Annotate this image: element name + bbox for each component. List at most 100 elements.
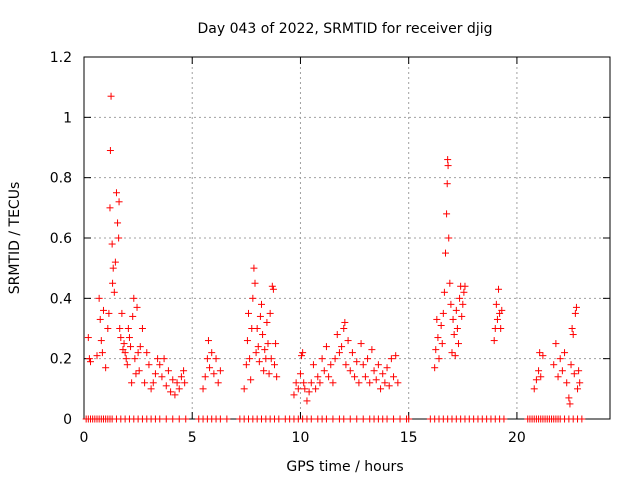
data-point <box>493 315 501 323</box>
y-tick-label: 0.6 <box>50 231 72 247</box>
data-point <box>570 370 578 378</box>
zero-data-point <box>396 415 404 423</box>
zero-data-point <box>578 415 586 423</box>
data-point <box>253 325 261 332</box>
data-point <box>340 325 348 332</box>
data-point <box>355 379 363 387</box>
zero-data-point <box>359 415 367 423</box>
data-point <box>459 300 467 308</box>
data-point <box>290 391 298 399</box>
zero-data-point <box>175 415 183 423</box>
data-point <box>129 312 137 320</box>
data-point <box>318 355 326 363</box>
data-point <box>300 379 308 387</box>
data-point <box>348 349 356 357</box>
data-point <box>96 315 104 323</box>
data-point <box>359 361 367 369</box>
zero-data-point <box>275 415 283 423</box>
data-point <box>451 352 459 360</box>
data-point <box>329 379 337 387</box>
data-point <box>361 373 369 381</box>
data-point <box>327 361 335 369</box>
zero-data-point <box>322 415 330 423</box>
data-point <box>116 325 124 332</box>
data-point <box>173 379 181 387</box>
data-point <box>216 367 224 375</box>
zero-data-point <box>216 415 224 423</box>
y-tick-label: 1 <box>63 110 72 126</box>
data-point <box>256 312 264 320</box>
data-point <box>366 379 374 387</box>
data-point <box>341 318 349 326</box>
axis-ticks: 0 0.2 0.4 0.6 0.8 1 1.2 0 5 10 15 20 <box>50 50 610 446</box>
data-point <box>133 303 141 311</box>
zero-data-point <box>346 415 354 423</box>
data-point <box>264 340 272 348</box>
data-point <box>204 337 212 345</box>
data-point <box>565 394 573 402</box>
data-point <box>177 373 185 381</box>
data-point <box>322 343 330 351</box>
data-point <box>539 352 547 360</box>
zero-data-point <box>169 415 177 423</box>
x-tick-label: 5 <box>188 430 197 446</box>
data-point <box>151 370 159 378</box>
data-point <box>320 367 328 375</box>
data-point <box>307 379 315 387</box>
data-point <box>561 349 569 357</box>
data-point <box>160 355 168 363</box>
data-point <box>246 355 254 363</box>
data-point <box>201 373 209 381</box>
data-point <box>342 361 350 369</box>
data-point <box>143 349 151 357</box>
data-point <box>214 379 222 387</box>
data-point <box>431 364 439 372</box>
data-point <box>374 361 382 369</box>
data-point <box>357 340 365 348</box>
data-point <box>93 352 101 360</box>
data-point <box>180 367 188 375</box>
data-point <box>563 379 571 387</box>
data-point <box>576 379 584 387</box>
y-tick-label: 0.4 <box>50 291 72 307</box>
zero-points <box>82 415 586 423</box>
data-point <box>121 349 129 357</box>
data-point <box>267 355 275 363</box>
y-tick-label: 1.2 <box>50 50 72 66</box>
data-point <box>432 346 440 354</box>
x-tick-label: 20 <box>508 430 526 446</box>
data-points <box>84 92 584 408</box>
data-point <box>445 234 453 242</box>
data-point <box>312 385 320 393</box>
data-point <box>138 325 146 332</box>
data-point <box>120 340 128 348</box>
data-point <box>567 361 575 369</box>
data-point <box>131 355 139 363</box>
data-point <box>461 282 469 290</box>
data-point <box>212 355 220 363</box>
y-tick-label: 0.2 <box>50 352 72 368</box>
data-point <box>460 288 468 296</box>
y-tick-label: 0 <box>63 412 72 428</box>
data-point <box>439 309 447 317</box>
data-point <box>242 361 250 369</box>
data-point <box>364 355 372 363</box>
data-point <box>437 321 445 329</box>
data-point <box>132 370 140 378</box>
y-axis-label: SRMTID / TECUs <box>7 182 23 295</box>
data-point <box>344 337 352 345</box>
data-point <box>145 361 153 369</box>
data-point <box>353 358 361 366</box>
data-point <box>85 355 93 363</box>
data-point <box>556 355 564 363</box>
data-point <box>108 240 116 248</box>
data-point <box>575 367 583 375</box>
x-tick-label: 15 <box>400 430 418 446</box>
data-point <box>124 325 132 332</box>
data-point <box>536 349 544 357</box>
data-point <box>325 373 333 381</box>
data-point <box>370 367 378 375</box>
data-point <box>454 340 462 348</box>
data-point <box>156 361 164 369</box>
x-axis-label: GPS time / hours <box>286 459 403 475</box>
